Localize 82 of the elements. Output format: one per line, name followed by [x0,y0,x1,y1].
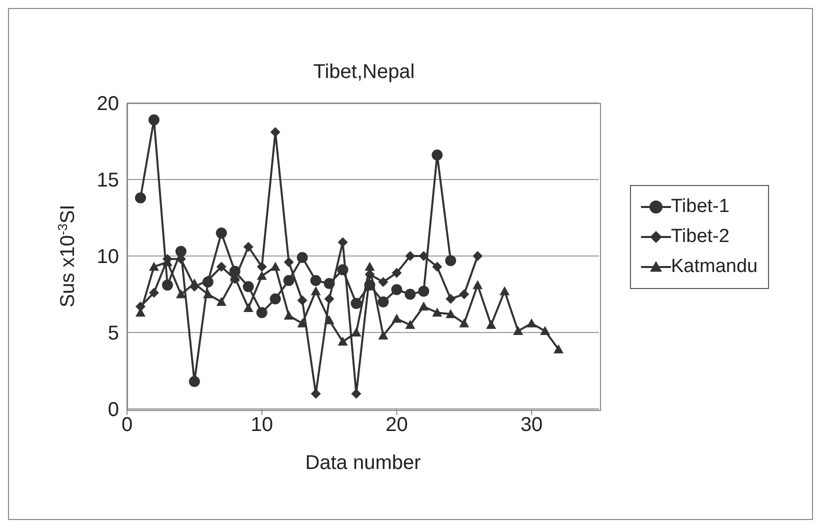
point [472,251,483,261]
point [148,114,160,126]
point [243,242,254,252]
legend-label: Katmandu [671,256,758,278]
point [148,262,159,271]
point [418,251,429,261]
point [392,268,402,278]
point [405,251,416,261]
point [188,376,200,387]
point [270,293,281,304]
point [162,280,173,291]
point [378,277,388,288]
y-tick-label: 15 [96,170,119,192]
point [216,296,226,306]
point [270,262,280,271]
point [459,318,470,328]
point [364,262,375,271]
point [404,288,416,300]
point [324,294,334,304]
point [176,289,186,298]
legend-label: Tibet-2 [671,226,730,248]
point [284,257,294,268]
y-tick-label: 5 [108,322,119,345]
point [202,289,213,298]
point [256,270,267,280]
point [284,310,294,320]
chart-title: Tibet,Nepal [312,61,416,84]
point [391,284,402,296]
point [297,318,308,328]
point [216,228,227,239]
x-tick-label: 10 [250,414,273,436]
point [432,262,442,272]
point [283,274,294,286]
point [134,192,146,204]
point [148,288,159,298]
point [378,330,388,340]
point [296,252,308,264]
point [418,301,429,310]
point [243,303,254,312]
point [324,278,335,290]
point [256,307,268,318]
point [500,286,510,296]
point [554,344,564,354]
point [216,262,226,272]
point [446,294,456,304]
point [256,262,267,272]
point [513,326,524,335]
point [526,318,537,328]
point [337,264,348,276]
point [486,320,496,329]
point [175,246,186,257]
point [350,298,362,309]
point [432,150,443,161]
point [432,308,442,317]
x-axis-title: Data number [305,452,422,474]
point [351,388,362,399]
point [310,274,322,286]
x-tick-label: 20 [386,414,408,436]
point [392,314,402,323]
legend-label: Tibet-1 [671,196,730,218]
point [540,326,550,335]
point [418,286,430,297]
point [364,280,376,291]
point [405,320,416,329]
point [338,237,348,248]
point [351,328,362,336]
point [459,289,470,300]
point [270,127,280,138]
point [472,280,483,290]
y-tick-label: 0 [108,399,119,422]
point [324,315,334,324]
point [446,309,456,318]
point [378,296,389,308]
point [310,286,321,296]
x-tick-label: 30 [520,414,543,436]
point [338,336,348,346]
point [297,295,308,306]
point [310,388,321,399]
y-tick-label: 20 [96,93,119,116]
point [242,281,254,292]
y-tick-label: 10 [96,246,119,268]
point [445,255,456,266]
